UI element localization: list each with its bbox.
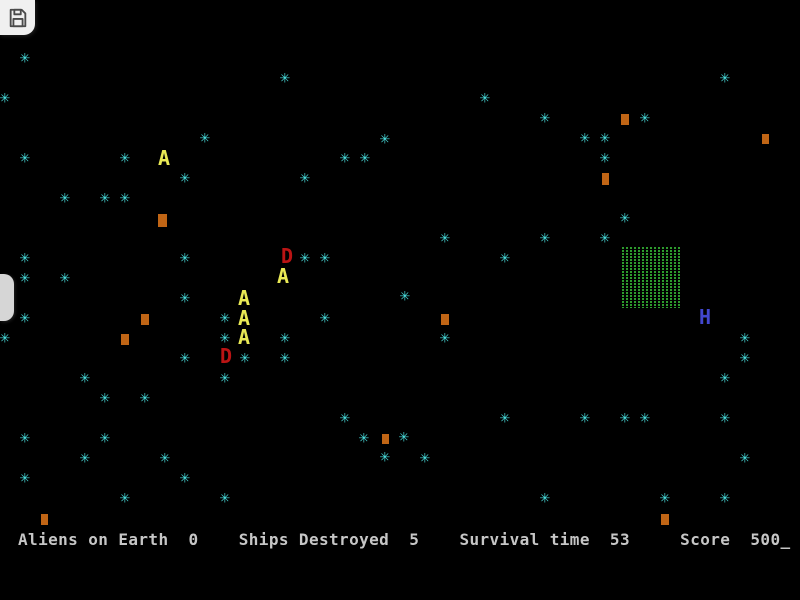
star-icon: ✳ [599,231,611,247]
star-icon: ✳ [319,251,331,267]
star-icon: ✳ [359,151,371,167]
star-icon: ✳ [99,391,111,407]
star-icon: ✳ [0,331,11,347]
star-icon: ✳ [19,151,31,167]
save-button[interactable] [0,0,35,35]
star-icon: ✳ [119,191,131,207]
star-icon: ✳ [299,171,311,187]
star-icon: ✳ [619,411,631,427]
star-icon: ✳ [179,291,191,307]
star-icon: ✳ [719,491,731,507]
star-icon: ✳ [439,231,451,247]
debris-block [661,514,669,525]
star-icon: ✳ [539,491,551,507]
floppy-disk-icon [7,7,29,29]
star-icon: ✳ [19,471,31,487]
status-bar: Aliens on Earth 0 Ships Destroyed 5 Surv… [18,530,791,549]
star-icon: ✳ [119,491,131,507]
star-icon: ✳ [19,311,31,327]
destroyer-glyph: D [281,244,294,268]
star-icon: ✳ [299,251,311,267]
star-icon: ✳ [379,132,391,148]
star-icon: ✳ [199,131,211,147]
star-icon: ✳ [79,371,91,387]
star-icon: ✳ [239,351,251,367]
star-icon: ✳ [399,289,411,305]
star-icon: ✳ [179,351,191,367]
star-icon: ✳ [59,191,71,207]
debris-block [41,514,48,525]
star-icon: ✳ [659,491,671,507]
star-icon: ✳ [499,251,511,267]
destroyer-glyph: D [220,344,233,368]
star-icon: ✳ [99,191,111,207]
star-icon: ✳ [219,311,231,327]
star-icon: ✳ [159,451,171,467]
star-icon: ✳ [0,91,11,107]
star-icon: ✳ [358,431,370,447]
star-icon: ✳ [719,411,731,427]
star-icon: ✳ [719,71,731,87]
star-icon: ✳ [279,71,291,87]
debris-block [141,314,149,325]
zone-area [620,247,680,308]
human-glyph: H [699,305,712,329]
star-icon: ✳ [99,431,111,447]
debris-block [158,214,167,227]
alien-glyph: A [238,286,251,310]
star-icon: ✳ [719,371,731,387]
star-icon: ✳ [539,231,551,247]
alien-glyph: A [158,146,171,170]
star-icon: ✳ [279,351,291,367]
star-icon: ✳ [339,411,351,427]
star-icon: ✳ [579,411,591,427]
debris-block [621,114,629,125]
debris-block [602,173,609,185]
star-icon: ✳ [119,151,131,167]
star-icon: ✳ [19,271,31,287]
star-icon: ✳ [639,111,651,127]
star-icon: ✳ [339,151,351,167]
star-icon: ✳ [379,450,391,466]
star-icon: ✳ [19,431,31,447]
star-icon: ✳ [179,251,191,267]
star-icon: ✳ [79,451,91,467]
debris-block [382,434,389,444]
alien-glyph: A [277,264,290,288]
star-icon: ✳ [59,271,71,287]
star-icon: ✳ [179,471,191,487]
debris-block [121,334,129,345]
star-icon: ✳ [599,131,611,147]
star-icon: ✳ [439,331,451,347]
star-icon: ✳ [219,371,231,387]
star-icon: ✳ [539,111,551,127]
star-icon: ✳ [739,351,751,367]
debris-block [441,314,449,325]
star-icon: ✳ [739,331,751,347]
alien-glyph: A [238,325,251,349]
star-icon: ✳ [219,491,231,507]
star-icon: ✳ [599,151,611,167]
star-icon: ✳ [19,51,31,67]
star-icon: ✳ [479,91,491,107]
star-icon: ✳ [279,331,291,347]
star-icon: ✳ [19,251,31,267]
star-icon: ✳ [579,131,591,147]
star-icon: ✳ [219,331,231,347]
star-icon: ✳ [139,391,151,407]
star-icon: ✳ [739,451,751,467]
drawer-handle[interactable] [0,274,14,321]
star-icon: ✳ [499,411,511,427]
debris-block [762,134,769,144]
star-icon: ✳ [319,311,331,327]
star-icon: ✳ [179,171,191,187]
star-icon: ✳ [619,211,631,227]
star-icon: ✳ [398,430,410,446]
star-icon: ✳ [639,411,651,427]
alien-glyph: A [238,306,251,330]
star-icon: ✳ [419,451,431,467]
